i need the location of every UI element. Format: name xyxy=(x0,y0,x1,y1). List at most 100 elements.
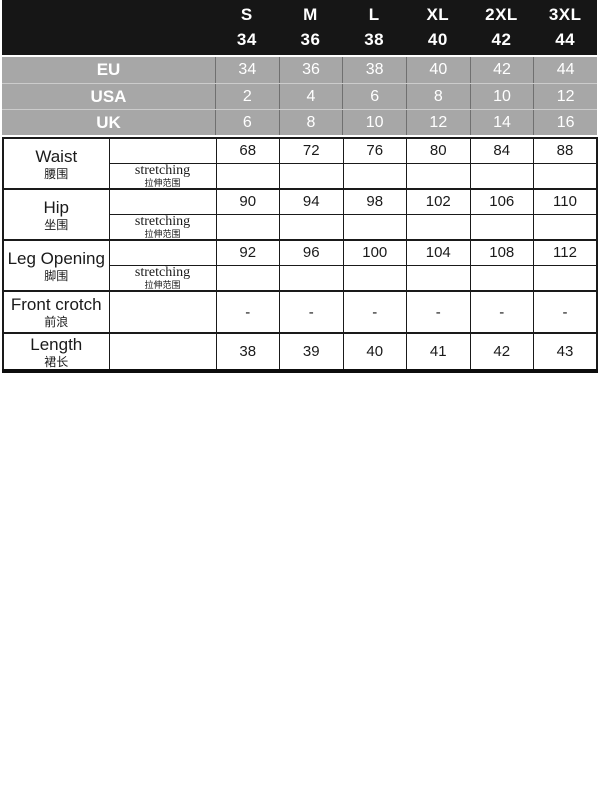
size-label-3xl: 3XL xyxy=(548,4,582,24)
table-cell-blank xyxy=(108,137,217,164)
table-cell: 76 xyxy=(342,137,407,164)
table-cell: 108 xyxy=(469,239,534,266)
label-zh: 坐围 xyxy=(44,217,69,232)
table-cell: 106 xyxy=(469,188,534,215)
table-cell: 84 xyxy=(469,137,534,164)
table-cell: 112 xyxy=(533,239,598,266)
row-leg-opening: Leg Opening 脚围 92 96 100 104 108 112 xyxy=(2,239,598,292)
table-cell-blank xyxy=(279,264,344,292)
row-waist: Waist 腰围 68 72 76 80 84 88 xyxy=(2,137,598,190)
size-label-xl: XL xyxy=(426,4,450,24)
size-number-s: 34 xyxy=(236,29,257,49)
stretching-label-en: stretching xyxy=(134,264,191,280)
size-header: S M L XL 2XL 3XL 34 36 38 40 42 44 xyxy=(2,0,597,55)
stretching-label-zh: 拉伸范围 xyxy=(144,228,181,239)
table-cell: 94 xyxy=(279,188,344,215)
table-cell: 8 xyxy=(406,84,470,109)
label-en: Waist xyxy=(35,146,78,166)
table-cell: 38 xyxy=(215,332,280,372)
size-number-2xl: 42 xyxy=(491,29,512,49)
size-letter-row: S M L XL 2XL 3XL xyxy=(2,2,597,27)
table-cell-blank xyxy=(533,213,598,241)
region-row-eu: EU 34 36 38 40 42 44 xyxy=(2,57,597,83)
table-cell: 104 xyxy=(406,239,471,266)
table-cell: 92 xyxy=(215,239,280,266)
table-cell: 42 xyxy=(469,332,534,372)
size-number-xl: 40 xyxy=(427,29,448,49)
table-cell-blank xyxy=(469,264,534,292)
row-front-crotch: Front crotch 前浪 - - - - - - xyxy=(2,290,598,334)
table-cell: 10 xyxy=(469,84,534,109)
table-cell: 2 xyxy=(215,84,279,109)
table-cell-blank xyxy=(215,162,280,190)
table-cell: - xyxy=(406,290,471,334)
table-cell: 12 xyxy=(533,84,597,109)
table-cell: 34 xyxy=(215,57,279,83)
table-cell: 72 xyxy=(279,137,344,164)
label-en: Hip xyxy=(43,197,69,217)
table-cell-blank xyxy=(533,264,598,292)
region-label-eu: EU xyxy=(96,60,121,79)
table-cell-blank xyxy=(342,213,407,241)
stretching-label-zh: 拉伸范围 xyxy=(144,177,181,188)
size-label-m: M xyxy=(303,4,318,24)
table-cell: 16 xyxy=(533,110,597,135)
label-zh: 裙长 xyxy=(44,354,69,369)
size-label-l: L xyxy=(368,4,380,24)
stretching-label: stretching 拉伸范围 xyxy=(108,264,217,292)
stretching-label: stretching 拉伸范围 xyxy=(108,213,217,241)
table-cell-blank xyxy=(342,162,407,190)
table-cell: 42 xyxy=(469,57,534,83)
table-cell: 4 xyxy=(278,84,343,109)
label-en: Length xyxy=(30,334,83,354)
label-en: Leg Opening xyxy=(7,248,105,268)
stretching-label: stretching 拉伸范围 xyxy=(108,162,217,190)
size-label-s: S xyxy=(240,4,253,24)
table-cell-blank xyxy=(533,162,598,190)
table-cell: 43 xyxy=(533,332,598,372)
table-cell: 100 xyxy=(342,239,407,266)
table-cell: 40 xyxy=(342,332,407,372)
table-cell: - xyxy=(342,290,407,334)
table-cell: 44 xyxy=(533,57,597,83)
table-cell-blank xyxy=(279,162,344,190)
table-cell: 68 xyxy=(215,137,280,164)
table-cell-blank xyxy=(108,239,217,266)
label-zh: 前浪 xyxy=(44,315,69,329)
table-cell: 10 xyxy=(342,110,406,135)
table-cell: 38 xyxy=(342,57,406,83)
table-cell: - xyxy=(469,290,534,334)
table-cell-blank xyxy=(469,162,534,190)
table-cell-blank xyxy=(279,213,344,241)
table-cell: 80 xyxy=(406,137,471,164)
table-cell: 36 xyxy=(278,57,343,83)
stretching-label-zh: 拉伸范围 xyxy=(144,279,181,290)
row-leg-opening-stretching: stretching 拉伸范围 xyxy=(3,264,598,292)
table-cell: 102 xyxy=(406,188,471,215)
size-number-3xl: 44 xyxy=(555,29,576,49)
table-cell: 14 xyxy=(469,110,534,135)
table-cell: - xyxy=(533,290,598,334)
stretching-label-en: stretching xyxy=(134,213,191,229)
row-length: Length 裙长 38 39 40 41 42 43 xyxy=(2,332,598,372)
region-label-usa: USA xyxy=(90,86,127,106)
table-cell-blank xyxy=(108,290,217,334)
table-cell-blank xyxy=(215,264,280,292)
label-zh: 腰围 xyxy=(44,166,69,181)
measurement-label-length: Length 裙长 xyxy=(2,332,110,372)
size-number-row: 34 36 38 40 42 44 xyxy=(2,27,597,52)
measurement-label-leg-opening: Leg Opening 脚围 xyxy=(2,239,110,292)
table-cell: 39 xyxy=(279,332,344,372)
table-cell: 88 xyxy=(533,137,598,164)
table-cell-blank xyxy=(342,264,407,292)
table-cell: 41 xyxy=(406,332,471,372)
table-cell: 98 xyxy=(342,188,407,215)
row-hip-stretching: stretching 拉伸范围 xyxy=(3,213,598,241)
table-cell-blank xyxy=(215,213,280,241)
table-cell: - xyxy=(279,290,344,334)
label-en: Front crotch xyxy=(10,295,102,314)
table-cell: - xyxy=(215,290,280,334)
label-zh: 脚围 xyxy=(44,268,69,283)
table-cell: 110 xyxy=(533,188,598,215)
region-row-uk: UK 6 8 10 12 14 16 xyxy=(2,109,597,135)
